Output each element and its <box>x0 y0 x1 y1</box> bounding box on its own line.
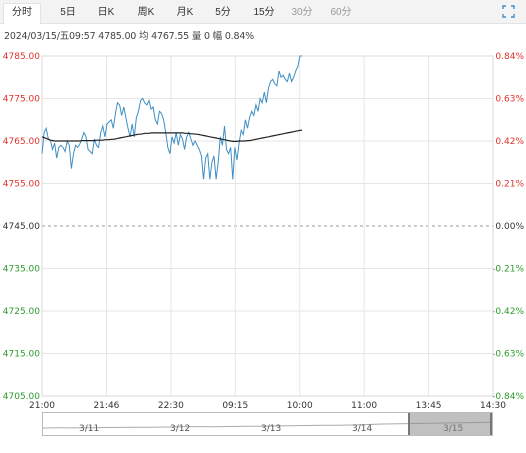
navigator-date-label: 3/11 <box>79 424 100 434</box>
tab-3[interactable]: 日K <box>97 7 115 18</box>
tab-9[interactable]: 60分 <box>330 7 352 18</box>
pct-tick-label: 0.21% <box>495 180 524 190</box>
navigator-date-label: 3/13 <box>261 424 282 434</box>
tab-5[interactable]: 月K <box>176 7 194 18</box>
y-tick-label: 4775.00 <box>3 95 40 105</box>
expand-corners-icon[interactable] <box>502 5 515 18</box>
price-line <box>41 55 302 180</box>
period-tab-bar: 分时 5日 日K 周K 月K 5分 15分 30分 60分 <box>0 0 526 24</box>
volume-label: 量 <box>191 31 202 42</box>
quote-price: 4785.00 <box>98 31 137 42</box>
navigator-date-label: 3/14 <box>352 424 373 434</box>
change-value: 0.84% <box>224 31 254 42</box>
y-tick-label: 4765.00 <box>3 137 40 147</box>
x-tick-label: 22:30 <box>158 401 184 409</box>
y-tick-label: 4715.00 <box>3 350 40 360</box>
pct-tick-label: 0.63% <box>495 95 524 105</box>
volume-value: 0 <box>203 31 210 42</box>
y-tick-label: 4785.00 <box>3 52 40 62</box>
avg-label: 均 <box>138 31 149 42</box>
tab-4[interactable]: 周K <box>137 7 155 18</box>
pct-tick-label: -0.42% <box>492 307 524 317</box>
pct-tick-label: -0.21% <box>492 265 524 275</box>
pct-tick-label: -0.63% <box>492 350 524 360</box>
y-tick-label: 4705.00 <box>3 392 40 402</box>
tab-2[interactable]: 5日 <box>60 7 76 18</box>
pct-tick-label: 0.00% <box>495 222 524 232</box>
avg-price: 4767.55 <box>151 31 190 42</box>
tab-7[interactable]: 15分 <box>253 7 275 18</box>
date-range-navigator[interactable]: 3/113/123/133/143/15 <box>42 412 493 436</box>
pct-tick-label: 0.84% <box>495 52 524 62</box>
quote-info-line: 2024/03/15/五09:57 4785.00 均 4767.55 量 0 … <box>4 28 254 42</box>
tab-6[interactable]: 5分 <box>215 7 231 18</box>
plot-border <box>41 55 494 397</box>
pct-tick-label: -0.84% <box>492 392 524 402</box>
intraday-price-chart[interactable]: 4785.00 0.84% 4775.00 0.63% 4765.00 0.42% 4755… <box>0 44 526 409</box>
x-tick-label: 10:00 <box>287 401 313 409</box>
x-tick-label: 11:00 <box>351 401 377 409</box>
navigator-date-label: 3/12 <box>170 424 191 434</box>
y-tick-label: 4745.00 <box>3 222 40 232</box>
y-tick-label: 4755.00 <box>3 180 40 190</box>
x-tick-label: 21:00 <box>29 401 55 409</box>
y-tick-label: 4725.00 <box>3 307 40 317</box>
tab-8[interactable]: 30分 <box>291 7 313 18</box>
x-tick-label: 14:30 <box>480 401 506 409</box>
x-tick-label: 09:15 <box>222 401 248 409</box>
change-label: 幅 <box>212 31 223 42</box>
tab-1[interactable]: 分时 <box>3 3 41 24</box>
navigator-selection-window[interactable] <box>407 413 492 435</box>
x-tick-label: 21:46 <box>93 401 119 409</box>
y-tick-label: 4735.00 <box>3 265 40 275</box>
pct-tick-label: 0.42% <box>495 137 524 147</box>
x-tick-label: 13:45 <box>416 401 442 409</box>
quote-datetime: 2024/03/15/五09:57 <box>4 31 96 42</box>
average-price-line <box>41 129 303 143</box>
